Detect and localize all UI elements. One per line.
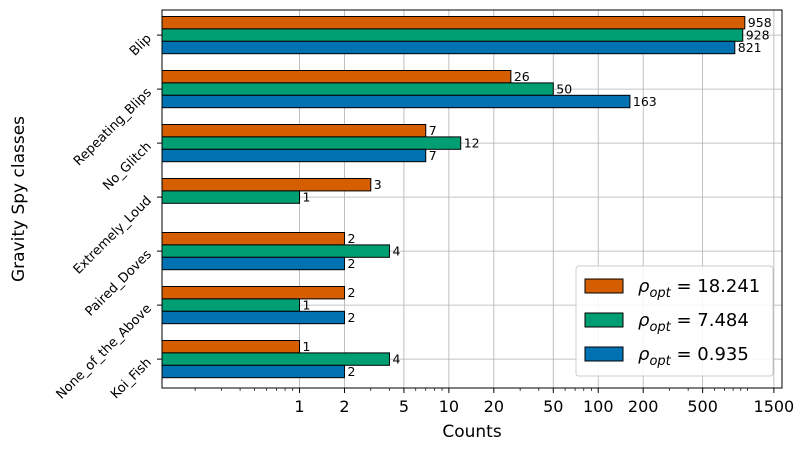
bar — [161, 232, 345, 246]
data-label: 1 — [303, 339, 311, 354]
bar — [161, 310, 345, 325]
x-tick-label: 20 — [484, 397, 504, 416]
data-label: 4 — [392, 352, 400, 367]
bar — [161, 364, 345, 379]
legend-frame — [575, 265, 774, 377]
y-tick-label: None_of_the_Above — [54, 301, 155, 402]
legend-entry: ρopt = 7.484 — [638, 310, 749, 335]
legend-swatch — [584, 312, 624, 328]
x-tick-label: 100 — [583, 397, 614, 416]
legend-swatch — [584, 278, 624, 294]
data-label: 4 — [392, 244, 400, 259]
x-axis-label: Counts — [442, 422, 501, 442]
x-tick-label: 50 — [543, 397, 563, 416]
bar — [161, 178, 372, 192]
bar — [161, 70, 512, 84]
bar — [161, 94, 631, 109]
data-label: 7 — [429, 123, 437, 138]
x-tick-label: 10 — [439, 397, 459, 416]
bar — [161, 40, 736, 55]
bar — [161, 124, 427, 138]
bar — [161, 298, 301, 312]
bar — [161, 82, 554, 96]
data-label: 2 — [347, 285, 355, 300]
x-tick-label: 1500 — [754, 397, 795, 416]
legend-entry: ρopt = 0.935 — [638, 344, 749, 369]
data-label: 50 — [556, 82, 572, 97]
x-tick-label: 2 — [339, 397, 349, 416]
data-label: 2 — [347, 256, 355, 271]
bars-layer — [161, 16, 746, 379]
data-label: 2 — [347, 231, 355, 246]
data-label: 26 — [514, 69, 530, 84]
data-label: 1 — [303, 190, 311, 205]
data-label: 958 — [748, 15, 772, 30]
bar — [161, 256, 345, 271]
data-label: 163 — [633, 94, 657, 109]
x-tick-label: 500 — [687, 397, 718, 416]
bar — [161, 340, 301, 354]
x-tick-label: 5 — [399, 397, 409, 416]
data-label: 1 — [303, 298, 311, 313]
x-tick-label: 200 — [628, 397, 659, 416]
bar — [161, 16, 746, 30]
bar — [161, 286, 345, 300]
x-tick-label: 1 — [294, 397, 304, 416]
x-axis: 1 2 5 10 20 50 100 200 500 1500 — [194, 388, 795, 416]
y-axis: BlipRepeating_BlipsNo_GlitchExtremely_Lo… — [54, 31, 162, 402]
bar — [161, 190, 301, 204]
data-label: 7 — [429, 148, 437, 163]
legend-swatch — [584, 346, 624, 362]
y-tick-label: No_Glitch — [100, 139, 154, 193]
bar — [161, 136, 462, 150]
y-tick-label: Blip — [127, 31, 155, 59]
y-tick-label: Koi_Fish — [108, 355, 155, 402]
legend: ρopt = 18.241 ρopt = 7.484 ρopt = 0.935 — [575, 265, 774, 377]
data-label: 12 — [464, 136, 480, 151]
data-label: 928 — [746, 28, 770, 43]
plot-frame — [161, 9, 783, 389]
data-label: 3 — [374, 177, 382, 192]
data-label: 2 — [347, 310, 355, 325]
data-label: 2 — [347, 364, 355, 379]
bar — [161, 148, 427, 163]
data-label: 821 — [738, 40, 762, 55]
legend-entry: ρopt = 18.241 — [638, 276, 760, 301]
y-axis-label: Gravity Spy classes — [9, 116, 29, 282]
bar — [161, 28, 744, 42]
